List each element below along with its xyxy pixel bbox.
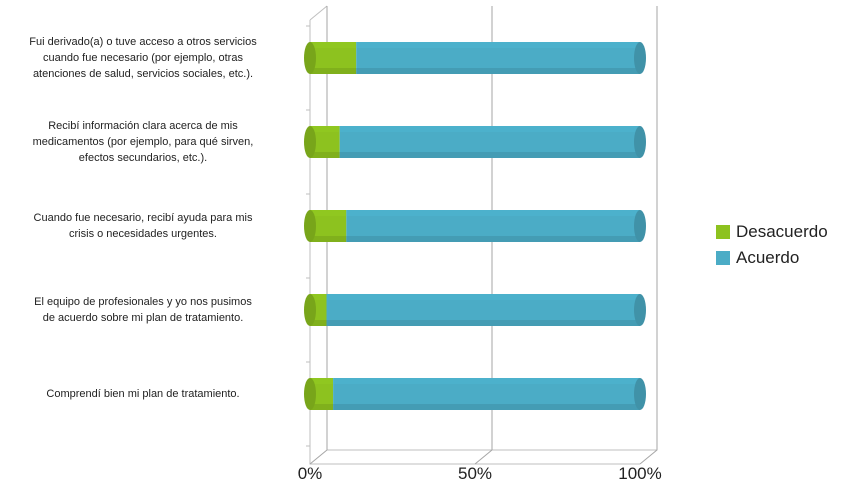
bar-shadow: [310, 404, 334, 410]
bar-shadow: [356, 68, 640, 74]
x-tick-label: 50%: [457, 464, 493, 483]
legend: Desacuerdo Acuerdo: [716, 220, 828, 272]
bar-cap-start: [304, 42, 316, 74]
bar-acuerdo-1: [339, 126, 640, 158]
bar-acuerdo-2: [346, 210, 640, 242]
category-label: Cuando fue necesario, recibí ayuda para …: [33, 212, 253, 240]
bar-cap-end: [634, 42, 646, 74]
bar-shadow: [346, 236, 640, 242]
legend-item: Acuerdo: [716, 246, 828, 270]
bar-highlight: [310, 378, 334, 384]
bar-shadow: [339, 152, 640, 158]
bar-acuerdo-0: [356, 42, 640, 74]
bar-cap-start: [304, 210, 316, 242]
floor-gridline: [309, 449, 328, 465]
bar-highlight: [339, 126, 640, 132]
bar-cap-start: [304, 378, 316, 410]
x-tick-label: 100%: [618, 464, 662, 483]
x-tick-label: 0%: [297, 464, 323, 483]
legend-label: Desacuerdo: [736, 222, 828, 241]
category-label: El equipo de profesionales y yo nos pusi…: [34, 296, 252, 324]
bar-shadow: [310, 236, 347, 242]
bar-highlight: [346, 210, 640, 216]
bar-desacuerdo-4: [310, 378, 334, 410]
bar-cap-start: [304, 294, 316, 326]
bar-shadow: [310, 68, 357, 74]
bar-shadow: [310, 320, 327, 326]
bar-cap-start: [304, 126, 316, 158]
bar-highlight: [310, 210, 347, 216]
bar-shadow: [333, 404, 640, 410]
category-label: Comprendí bien mi plan de tratamiento.: [46, 388, 240, 400]
bar-highlight: [310, 294, 327, 300]
legend-swatch: [716, 251, 730, 265]
bar-highlight: [310, 126, 340, 132]
bar-cap-end: [634, 210, 646, 242]
legend-label: Acuerdo: [736, 248, 800, 267]
bar-acuerdo-3: [326, 294, 640, 326]
floor-gridline: [639, 449, 658, 465]
category-label: Recibí información clara acerca de mis m…: [32, 120, 254, 164]
bar-highlight: [310, 42, 357, 48]
bar-cap-end: [634, 378, 646, 410]
bar-cap-end: [634, 126, 646, 158]
category-label: Fui derivado(a) o tuve acceso a otros se…: [29, 36, 257, 80]
bar-acuerdo-4: [333, 378, 640, 410]
bar-shadow: [310, 152, 340, 158]
legend-item: Desacuerdo: [716, 220, 828, 244]
floor-gridline: [474, 449, 493, 465]
plot-depth-edge: [309, 5, 328, 21]
bar-desacuerdo-0: [310, 42, 357, 74]
bar-cap-end: [634, 294, 646, 326]
bar-highlight: [356, 42, 640, 48]
bar-shadow: [326, 320, 640, 326]
bar-desacuerdo-2: [310, 210, 347, 242]
legend-swatch: [716, 225, 730, 239]
bar-highlight: [326, 294, 640, 300]
bar-highlight: [333, 378, 640, 384]
